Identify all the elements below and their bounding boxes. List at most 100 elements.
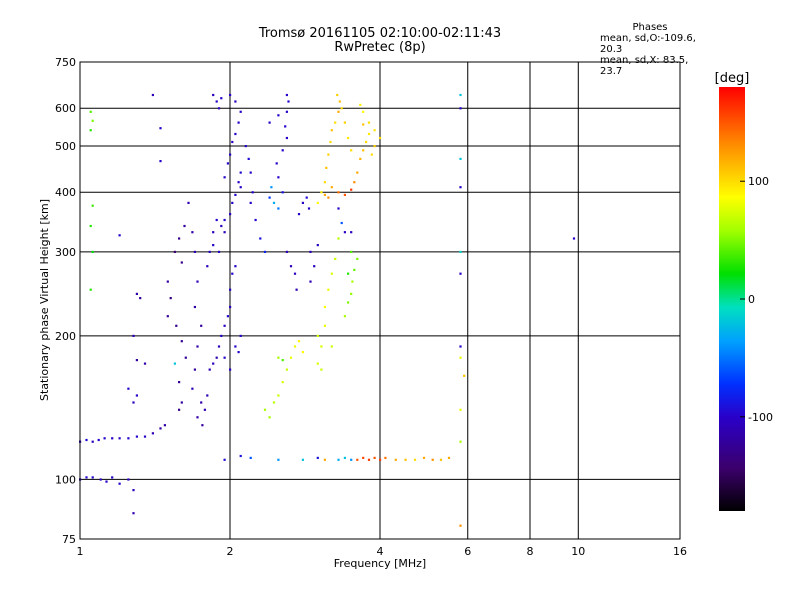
- data-point: [353, 181, 356, 184]
- data-point: [85, 438, 88, 442]
- data-point: [135, 394, 138, 397]
- data-point: [334, 121, 337, 124]
- data-point: [217, 250, 221, 253]
- data-point: [337, 110, 340, 113]
- data-point: [159, 427, 162, 430]
- data-point: [325, 166, 328, 169]
- data-point: [320, 368, 323, 371]
- data-point: [223, 176, 226, 179]
- stats-heading: Phases: [632, 22, 668, 33]
- data-point: [89, 110, 92, 113]
- data-point: [289, 356, 293, 359]
- data-point: [200, 324, 203, 327]
- phase-stats: Phases mean, sd,O:-109.6, 20.3 mean, sd,…: [600, 22, 700, 77]
- data-point: [206, 265, 209, 268]
- data-point: [91, 204, 94, 207]
- data-point: [313, 265, 316, 268]
- data-point: [447, 456, 451, 459]
- data-point: [268, 196, 271, 199]
- data-point: [272, 201, 276, 204]
- y-tick-label: 400: [55, 186, 76, 199]
- data-point: [237, 351, 240, 354]
- data-point: [356, 257, 359, 260]
- data-point: [135, 435, 138, 438]
- data-point: [309, 280, 312, 283]
- data-point: [180, 261, 183, 264]
- data-point: [305, 196, 308, 199]
- data-point: [439, 458, 443, 461]
- plot-frame: [79, 61, 681, 540]
- data-point: [200, 401, 203, 404]
- data-point: [343, 193, 346, 196]
- data-point: [356, 171, 359, 174]
- data-point: [208, 368, 211, 371]
- data-point: [268, 416, 271, 419]
- data-point: [212, 231, 215, 234]
- data-point: [350, 292, 353, 295]
- data-point: [220, 97, 223, 100]
- data-point: [356, 458, 359, 461]
- data-point: [223, 458, 226, 461]
- data-point: [173, 250, 176, 253]
- data-point: [231, 272, 234, 275]
- data-point: [208, 250, 211, 253]
- data-point: [237, 121, 240, 124]
- data-point: [285, 110, 288, 113]
- data-point: [231, 140, 234, 144]
- data-point: [459, 157, 462, 160]
- data-point: [293, 272, 297, 275]
- data-point: [99, 478, 102, 481]
- data-point: [323, 193, 326, 196]
- data-point: [384, 456, 387, 459]
- data-point: [340, 107, 343, 110]
- data-point: [127, 437, 130, 440]
- data-point: [365, 140, 368, 144]
- data-point: [329, 140, 332, 144]
- data-point: [143, 362, 147, 365]
- y-tick-label: 300: [55, 246, 76, 259]
- data-point: [173, 362, 176, 365]
- data-point: [191, 231, 194, 234]
- data-point: [316, 334, 319, 337]
- data-point: [334, 257, 337, 260]
- data-point: [118, 482, 121, 485]
- data-point: [166, 280, 169, 283]
- data-point: [178, 408, 181, 411]
- data-point: [459, 345, 462, 348]
- data-point: [281, 149, 284, 152]
- data-point: [338, 100, 341, 103]
- data-point: [127, 387, 130, 390]
- data-point: [297, 213, 301, 216]
- x-tick-label: 6: [464, 545, 471, 558]
- data-point: [215, 218, 218, 222]
- data-point: [249, 201, 252, 204]
- data-point: [166, 315, 169, 318]
- data-point: [367, 458, 371, 461]
- data-point: [239, 171, 242, 174]
- data-point: [151, 93, 154, 97]
- plot-grid: [80, 62, 680, 539]
- data-point: [343, 315, 346, 318]
- x-tick-label: 16: [673, 545, 687, 558]
- data-point: [394, 458, 397, 461]
- data-point: [229, 213, 232, 216]
- x-tick-label: 2: [227, 545, 234, 558]
- y-tick-label: 500: [55, 140, 76, 153]
- data-point: [327, 196, 330, 199]
- data-point: [316, 244, 319, 247]
- data-point: [223, 218, 226, 222]
- data-point: [323, 324, 326, 327]
- data-point: [316, 362, 319, 365]
- data-point: [180, 340, 183, 343]
- data-point: [180, 401, 183, 404]
- data-point: [340, 221, 343, 225]
- data-point: [178, 381, 181, 384]
- data-point: [359, 157, 362, 160]
- data-point: [201, 424, 204, 427]
- data-point: [169, 297, 172, 300]
- data-point: [91, 476, 94, 479]
- data-point: [191, 387, 194, 390]
- data-point: [231, 201, 234, 204]
- data-point: [295, 288, 298, 291]
